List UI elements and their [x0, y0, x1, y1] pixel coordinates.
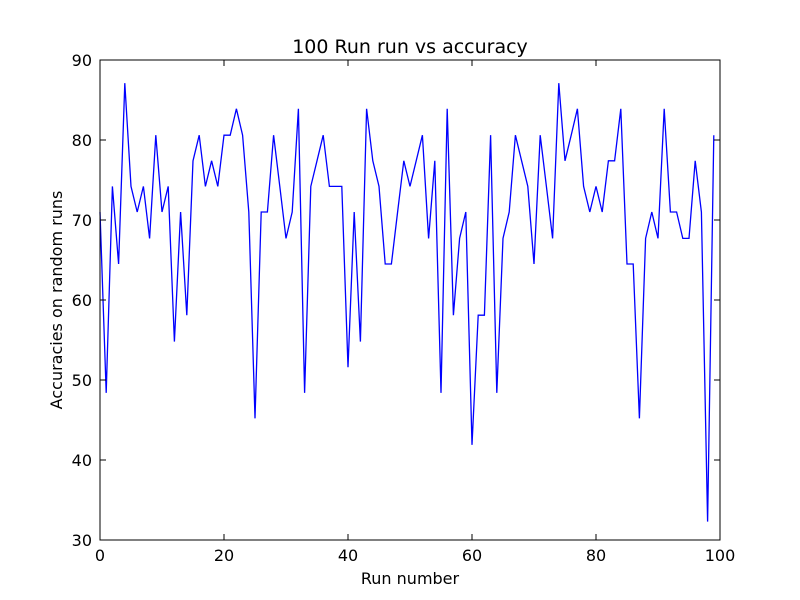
y-tick-label: 40	[72, 451, 92, 470]
y-axis-title: Accuracies on random runs	[47, 191, 66, 410]
x-axis-title: Run number	[361, 569, 460, 588]
y-tick-label: 60	[72, 291, 92, 310]
axis-ticks: 0 20 40 60 80 100 30 40 50 60 70 80 90	[72, 51, 736, 565]
series-line-1	[99, 83, 715, 522]
x-tick-label: 20	[214, 546, 234, 565]
y-tick-label: 50	[72, 371, 92, 390]
x-tick-label: 40	[338, 546, 358, 565]
x-tick-label: 60	[462, 546, 482, 565]
chart-title: 100 Run run vs accuracy	[292, 36, 528, 58]
x-tick-label: 100	[705, 546, 736, 565]
x-tick-label: 80	[586, 546, 606, 565]
y-tick-label: 70	[72, 211, 92, 230]
y-tick-label: 90	[72, 51, 92, 70]
y-tick-label: 80	[72, 131, 92, 150]
y-tick-label: 30	[72, 531, 92, 550]
x-tick-label: 0	[95, 546, 105, 565]
